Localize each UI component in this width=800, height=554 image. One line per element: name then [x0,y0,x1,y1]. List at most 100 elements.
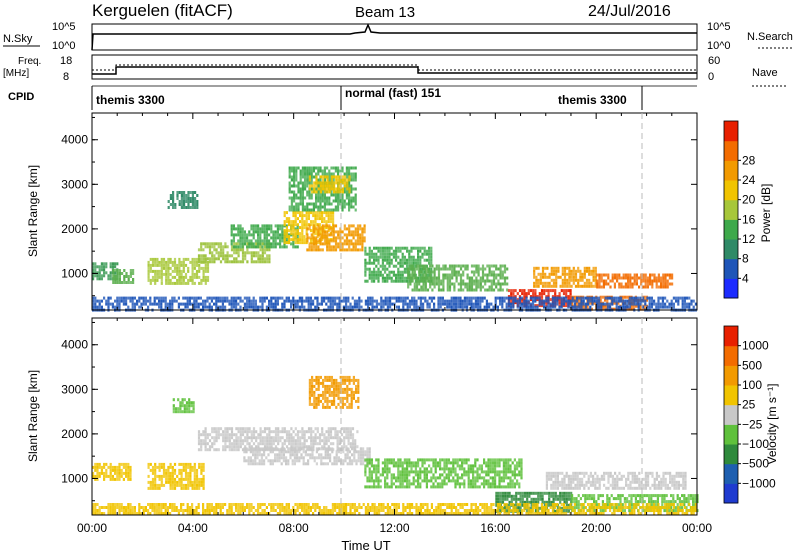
echo-cell [326,187,329,191]
echo-cell [328,199,331,203]
echo-cell [384,279,387,283]
echo-cell [219,242,223,246]
echo-cell [492,305,495,309]
echo-cell [607,276,610,280]
echo-cell [140,305,143,309]
echo-cell [350,175,353,179]
echo-cell [285,459,288,463]
echo-cell [198,269,201,273]
echo-cell [430,258,433,262]
echo-cell [154,272,157,276]
echo-cell [281,230,284,234]
echo-cell [346,384,349,388]
echo-cell [373,270,376,274]
echo-cell [290,166,293,170]
echo-cell [94,262,97,266]
echo-cell [324,390,327,394]
echo-cell [351,447,354,451]
echo-cell [323,220,326,224]
echo-cell [198,477,201,481]
echo-cell [384,464,387,468]
echo-cell [204,275,207,279]
echo-cell [417,246,420,250]
echo-cell [406,258,409,262]
echo-cell [322,187,325,191]
echo-cell [477,267,480,271]
echo-cell [388,467,391,471]
echo-cell [293,181,296,185]
echo-cell [418,270,421,274]
echo-cell [356,224,360,228]
echo-cell [297,190,300,194]
echo-cell [305,448,308,452]
echo-cell [255,260,258,264]
echo-cell [263,436,267,440]
echo-cell [185,407,189,411]
echo-cell [354,196,357,200]
echo-cell [261,245,264,249]
echo-cell [112,278,115,281]
echo-cell [368,270,371,274]
echo-cell [379,479,382,483]
echo-cell [244,445,247,449]
echo-cell [189,474,192,478]
echo-cell [349,305,352,309]
echo-cell [154,263,157,267]
echo-cell [243,236,246,240]
echo-cell [579,278,582,282]
echo-cell [259,439,262,443]
echo-cell [274,299,277,303]
echo-cell [149,486,152,490]
echo-cell [257,442,260,446]
echo-cell [552,284,556,288]
echo-cell [359,450,362,454]
echo-cell [336,445,339,449]
echo-cell [193,471,196,475]
echo-cell [315,396,318,400]
echo-cell [310,245,313,249]
echo-cell [594,266,597,270]
echo-cell [290,302,293,306]
echo-cell [589,296,592,300]
echo-cell [314,214,317,218]
echo-cell [315,456,318,460]
echo-cell [375,255,378,259]
echo-cell [408,461,411,465]
echo-cell [585,281,589,285]
echo-cell [167,281,170,285]
echo-cell [312,214,315,218]
echo-cell [233,257,236,261]
echo-cell [412,258,415,262]
echo-cell [309,299,312,303]
echo-cell [548,284,551,288]
echo-cell [318,229,321,233]
echo-cell [324,399,327,403]
echo-cell [283,241,286,245]
echo-cell [635,279,638,283]
echo-cell [384,252,387,256]
echo-cell [328,190,331,194]
echo-cell [671,273,674,277]
echo-cell [317,230,320,234]
echo-cell [319,242,322,246]
echo-cell [127,296,130,300]
echo-cell [323,230,327,234]
echo-cell [370,252,373,256]
echo-cell [466,302,469,306]
echo-cell [337,230,340,234]
echo-cell [202,430,205,434]
echo-cell [297,202,300,206]
echo-cell [296,450,299,454]
echo-cell [160,269,163,273]
echo-cell [631,285,634,289]
echo-cell [635,276,638,280]
echo-cell [107,277,110,281]
echo-cell [429,264,432,268]
echo-cell [570,275,573,279]
echo-cell [375,479,378,483]
echo-cell [301,430,304,434]
echo-cell [125,462,128,466]
echo-cell [425,252,428,256]
echo-cell [308,396,311,400]
echo-cell [293,184,296,188]
